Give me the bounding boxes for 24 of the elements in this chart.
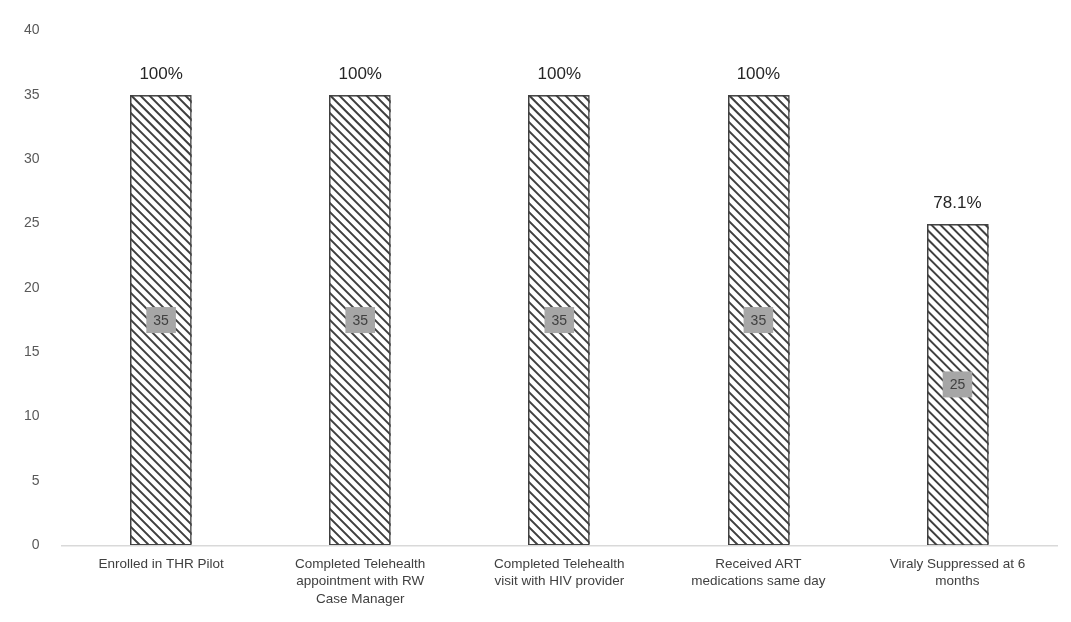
y-tick-label: 0 <box>31 536 40 553</box>
x-tick-label: Completed Telehealth visit with HIV provider <box>494 555 625 589</box>
data-label: 35 <box>750 311 767 328</box>
y-tick-label: 15 <box>23 343 40 360</box>
y-tick-label: 35 <box>23 85 40 102</box>
x-tick-label: Received ART medications same day <box>691 555 826 589</box>
x-tick-label: Enrolled in THR Pilot <box>98 555 224 571</box>
y-tick-label: 20 <box>23 278 40 295</box>
annotation: 100% <box>537 63 582 83</box>
data-label: 35 <box>551 311 568 328</box>
x-tick-label: Completed Telehealth appointment with RW Case Manager <box>295 555 426 606</box>
y-tick-label: 40 <box>23 21 40 38</box>
y-tick-label: 5 <box>31 471 40 488</box>
annotation: 100% <box>139 63 183 83</box>
annotation: 78.1% <box>933 192 982 212</box>
data-label: 35 <box>352 311 369 328</box>
y-tick-label: 30 <box>23 150 40 166</box>
data-label: 25 <box>949 376 966 393</box>
annotation: 100% <box>736 63 781 83</box>
data-label: 35 <box>153 311 170 328</box>
x-tick-label: Viraly Suppressed at 6 months <box>889 555 1026 589</box>
annotation: 100% <box>338 63 382 83</box>
y-tick-label: 10 <box>23 407 40 424</box>
y-tick-label: 25 <box>23 214 40 231</box>
